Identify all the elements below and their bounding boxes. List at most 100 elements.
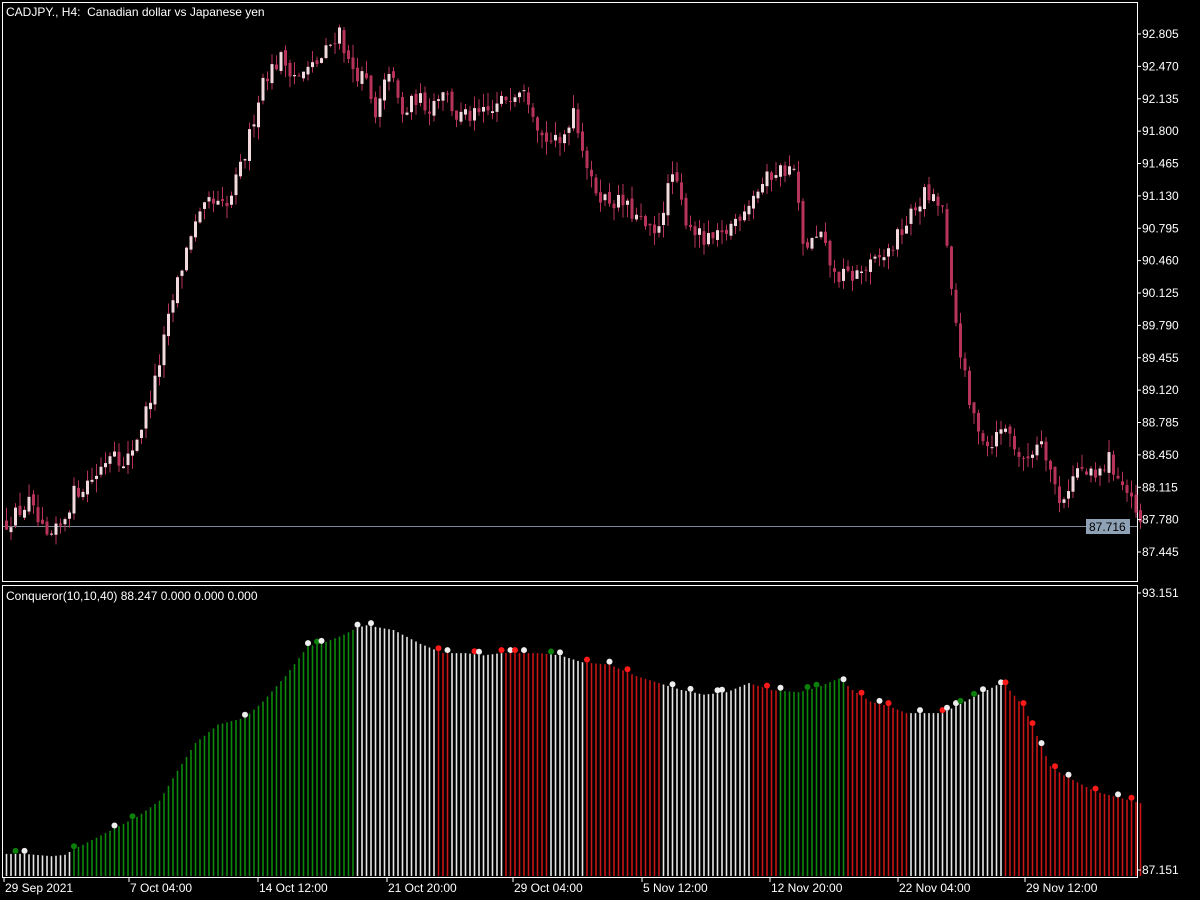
candle-bear [801, 201, 805, 244]
candle-bear [392, 71, 395, 78]
candle-bull [234, 174, 238, 196]
candle-bull [500, 95, 503, 104]
price-tick-label: 89.455 [1142, 351, 1179, 365]
candle-bull [203, 202, 206, 209]
signal-dot-red [858, 689, 865, 696]
signal-dot-white [669, 681, 676, 688]
candle-bull [113, 451, 116, 457]
signal-dot-white [476, 648, 482, 655]
indicator-axis[interactable]: 93.151 87.151 [1137, 586, 1179, 877]
candle-bull [495, 103, 499, 112]
candle-bear [833, 268, 836, 272]
candle-bull [293, 75, 296, 77]
chart-title: CADJPY., H4: Canadian dollar vs Japanese… [6, 5, 265, 19]
candle-bear [977, 412, 980, 432]
signal-dot-red [584, 656, 590, 663]
signal-dot-white [953, 700, 959, 707]
candle-bull [185, 247, 188, 271]
candle-bull [167, 313, 170, 337]
candle-bear [549, 140, 553, 142]
signal-dot-white [944, 704, 950, 711]
candle-bull [567, 127, 571, 133]
signal-dot-green [813, 681, 820, 688]
price-tick-label: 92.805 [1142, 27, 1179, 41]
candle-bear [356, 67, 359, 82]
candle-bear [527, 92, 530, 105]
candle-bull [14, 507, 17, 526]
signal-dot-white [242, 711, 248, 718]
candle-bull [95, 475, 98, 480]
candle-bull [932, 194, 935, 202]
indicator-signal-dots [12, 620, 1135, 854]
candle-bear [221, 199, 224, 201]
candle-bear [720, 230, 724, 233]
candle-bull [360, 71, 364, 84]
signal-dot-green [12, 847, 19, 854]
candle-bull [860, 271, 863, 274]
candle-bull [473, 108, 476, 121]
signal-dot-white [777, 684, 784, 691]
candle-bear [59, 523, 62, 526]
candle-bull [819, 231, 823, 238]
candle-bear [1013, 436, 1016, 450]
signal-dot-red [471, 648, 478, 655]
price-tick-label: 91.800 [1142, 124, 1179, 138]
candle-bull [756, 191, 760, 199]
candle-bear [1017, 452, 1021, 457]
candle-bull [1004, 428, 1007, 432]
candle-bear [536, 117, 539, 131]
candle-bull [1107, 452, 1111, 473]
signal-dot-white [21, 847, 28, 854]
candle-bear [725, 229, 728, 234]
candle-bear [284, 50, 287, 66]
candle-bull [306, 66, 310, 75]
candle-bear [225, 202, 229, 207]
time-axis[interactable]: 29 Sep 2021 7 Oct 04:00 14 Oct 12:00 21 Oct… [3, 878, 1098, 895]
candle-bull [135, 439, 139, 451]
price-tick-label: 90.125 [1142, 286, 1179, 300]
candle-bear [1130, 492, 1133, 497]
candle-bear [648, 223, 652, 226]
candle-bull [662, 212, 665, 225]
indicator-histogram [5, 625, 1142, 876]
indicator-tick-label: 87.151 [1142, 863, 1179, 877]
candle-bull [513, 97, 517, 102]
candle-bull [252, 124, 256, 127]
signal-dot-red [1002, 679, 1009, 686]
price-axis[interactable]: 92.805 92.470 92.135 91.800 91.465 91.130 90.7… [1137, 27, 1179, 559]
candle-bull [378, 98, 382, 117]
price-tick-label: 90.460 [1142, 254, 1179, 268]
candle-bear [414, 93, 418, 106]
signal-dot-white [354, 621, 361, 628]
candle-bear [864, 269, 868, 271]
candle-bull [1098, 468, 1102, 476]
signal-dot-red [1052, 763, 1058, 770]
signal-dot-white [980, 686, 986, 693]
candle-bull [171, 300, 175, 313]
signal-dot-white [840, 676, 847, 683]
candle-bull [918, 206, 922, 212]
candle-bear [18, 505, 22, 515]
candle-bull [1067, 491, 1070, 499]
signal-dot-red [1128, 794, 1135, 801]
candle-bull [329, 44, 332, 46]
signal-dot-white [876, 697, 883, 704]
candle-bull [23, 509, 26, 518]
candle-bear [77, 487, 80, 497]
candle-bear [1080, 466, 1084, 469]
price-tick-label: 91.130 [1142, 189, 1179, 203]
candle-bear [891, 249, 895, 251]
candle-bull [869, 259, 872, 272]
candle-bear [41, 519, 44, 524]
signal-dot-green [71, 843, 77, 850]
time-tick-label: 22 Nov 04:00 [899, 881, 971, 895]
candle-bear [1049, 460, 1052, 470]
indicator-tick-label: 93.151 [1142, 586, 1179, 600]
current-price-tag: 87.716 [1086, 519, 1130, 534]
candle-bull [207, 197, 211, 202]
candle-bull [617, 194, 620, 208]
candle-bear [963, 358, 967, 371]
candle-bear [927, 184, 931, 201]
